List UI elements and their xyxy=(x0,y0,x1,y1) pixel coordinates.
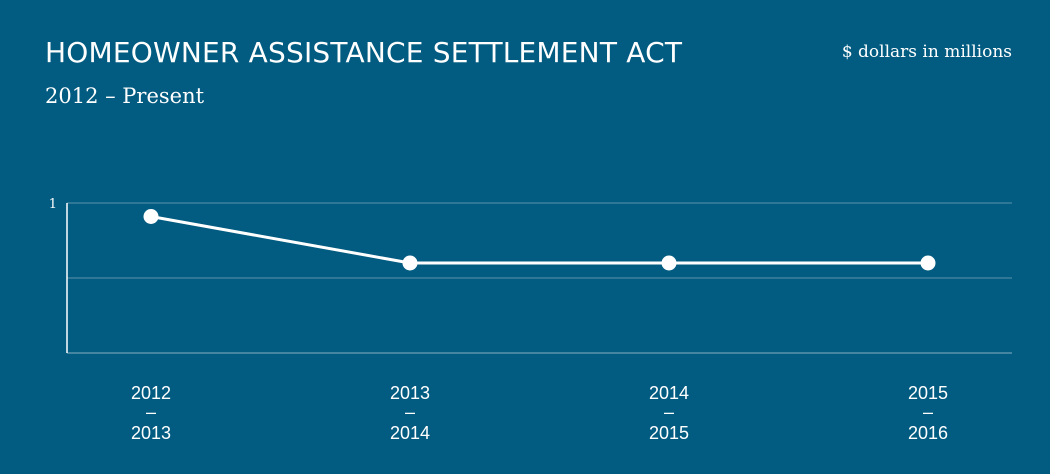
y-tick-label: 1 xyxy=(49,197,57,212)
x-tick-label-line: – xyxy=(146,402,156,422)
data-point xyxy=(402,255,418,271)
x-tick-label-line: 2016 xyxy=(908,423,948,443)
x-tick-label-line: 2014 xyxy=(649,383,689,403)
x-tick-label: 2012–2013 xyxy=(131,383,171,443)
chart-subtitle: 2012 – Present xyxy=(45,84,205,108)
x-tick-label-line: 2015 xyxy=(649,423,689,443)
units-label: $ dollars in millions xyxy=(841,42,1012,62)
x-tick-label-line: 2013 xyxy=(390,383,430,403)
x-tick-label: 2013–2014 xyxy=(390,383,430,443)
x-tick-label: 2014–2015 xyxy=(649,383,689,443)
chart-title: HOMEOWNER ASSISTANCE SETTLEMENT ACT xyxy=(45,36,683,69)
data-point xyxy=(920,255,936,271)
data-point xyxy=(661,255,677,271)
x-tick-label-line: 2014 xyxy=(390,423,430,443)
x-tick-label-line: 2013 xyxy=(131,423,171,443)
x-tick-label-line: – xyxy=(664,402,674,422)
x-tick-label-line: 2015 xyxy=(908,383,948,403)
axes: 1 xyxy=(49,197,1012,354)
series-line xyxy=(150,215,928,265)
x-tick-label-line: 2012 xyxy=(131,383,171,403)
x-tick-label: 2015–2016 xyxy=(908,383,948,443)
x-tick-label-line: – xyxy=(923,402,933,422)
x-tick-label-line: – xyxy=(405,402,415,422)
data-point xyxy=(143,209,159,224)
gridlines xyxy=(67,202,1012,279)
series xyxy=(143,209,936,271)
